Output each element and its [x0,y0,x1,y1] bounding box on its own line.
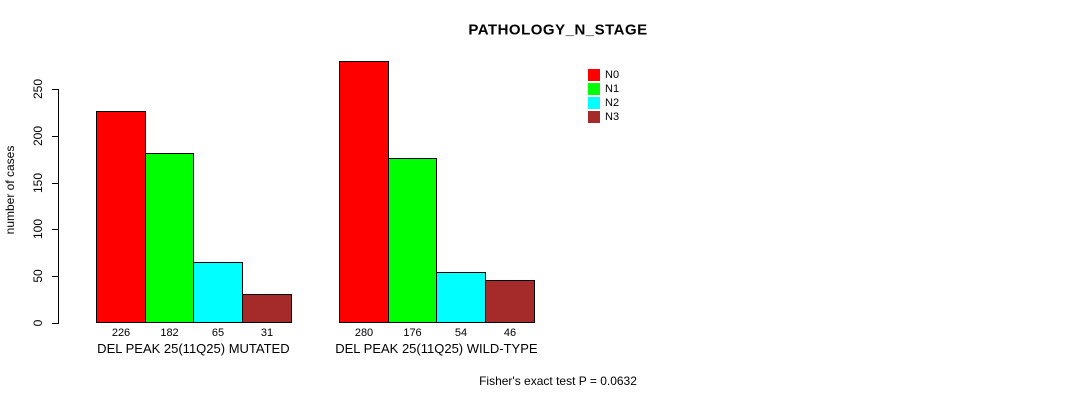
legend-label: N1 [605,82,620,95]
bar-value-label: 46 [503,327,517,339]
legend-swatch-n0 [588,68,600,81]
legend-swatch-n2 [588,96,600,109]
bar-value-label: 176 [403,327,422,339]
bar-n0 [339,61,389,323]
y-tick-mark [52,323,58,324]
bar-n3 [485,280,535,323]
bar-n2 [193,262,243,323]
legend-item-n3: N3 [588,111,619,124]
y-tick-mark [52,229,58,230]
y-tick-label: 50 [31,269,45,283]
bar-value-label: 226 [111,327,131,339]
group-label: DEL PEAK 25(11Q25) MUTATED [97,341,290,356]
bar-n0 [96,111,146,323]
y-tick-mark [52,89,58,90]
legend-item-n2: N2 [588,96,619,109]
legend-label: N3 [605,111,620,124]
y-tick-label: 200 [31,125,45,147]
y-tick-label: 250 [31,78,45,100]
bar-n3 [242,294,292,323]
legend-swatch-n3 [588,111,600,124]
fisher-test-footnote: Fisher's exact test P = 0.0632 [479,374,637,388]
legend-swatch-n1 [588,82,600,95]
bar-n1 [145,153,194,323]
bar-value-label: 182 [160,327,179,339]
bar-value-label: 54 [454,327,468,339]
y-tick-label: 0 [31,319,45,327]
legend-item-n0: N0 [588,68,619,81]
bar-value-label: 280 [354,327,374,339]
y-tick-mark [52,183,58,184]
bar-value-label: 31 [260,327,274,339]
group-label: DEL PEAK 25(11Q25) WILD-TYPE [335,341,538,356]
legend-label: N0 [605,68,620,81]
y-axis-label: number of cases [3,145,17,235]
bar-value-label: 65 [211,327,225,339]
legend-item-n1: N1 [588,82,619,95]
chart-title: PATHOLOGY_N_STAGE [468,21,648,39]
y-axis-line [58,89,59,324]
y-tick-label: 150 [31,172,45,194]
bar-n2 [436,272,486,323]
legend-label: N2 [605,96,620,109]
y-tick-label: 100 [31,218,45,240]
y-tick-mark [52,136,58,137]
bar-n1 [388,158,437,323]
y-tick-mark [52,276,58,277]
